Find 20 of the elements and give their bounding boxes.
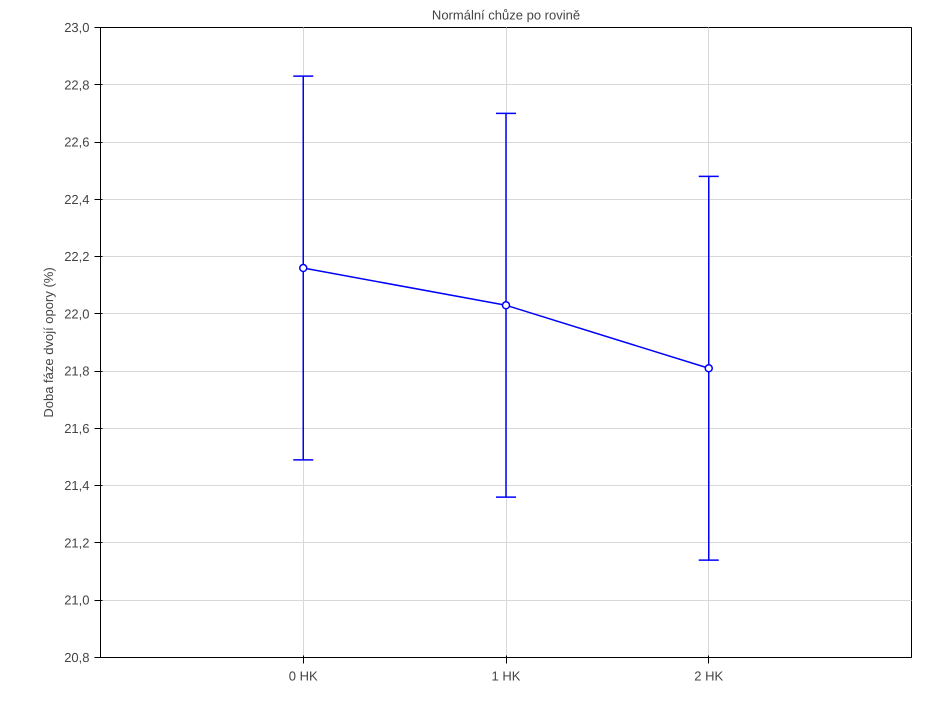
y-tick-label: 21,6 xyxy=(64,420,90,436)
y-tick-label: 22,2 xyxy=(64,249,90,264)
y-tick-label: 22,4 xyxy=(64,192,90,207)
y-tick-label: 21,2 xyxy=(64,535,90,550)
x-tick-label: 1 HK xyxy=(492,668,521,684)
y-tick-label: 22,6 xyxy=(64,134,90,150)
point xyxy=(299,264,308,272)
x-tick-label: 2 HK xyxy=(694,668,724,684)
y-tick-label: 22,8 xyxy=(64,77,90,92)
x-tick-label: 0 HK xyxy=(288,668,318,684)
y-tick-label: 23,0 xyxy=(64,20,90,35)
y-tick-label: 21,0 xyxy=(64,592,90,608)
chart-title: Normální chůze po rovině xyxy=(432,8,580,22)
y-tick-label: 21,8 xyxy=(64,364,90,379)
point xyxy=(704,364,713,373)
y-tick-label: 20,8 xyxy=(64,650,90,665)
y-axis-title: Doba fáze dvojí opory (%) xyxy=(41,267,56,418)
y-tick-label: 22,0 xyxy=(64,306,90,322)
point xyxy=(502,301,510,310)
y-tick-label: 21,4 xyxy=(64,478,90,494)
